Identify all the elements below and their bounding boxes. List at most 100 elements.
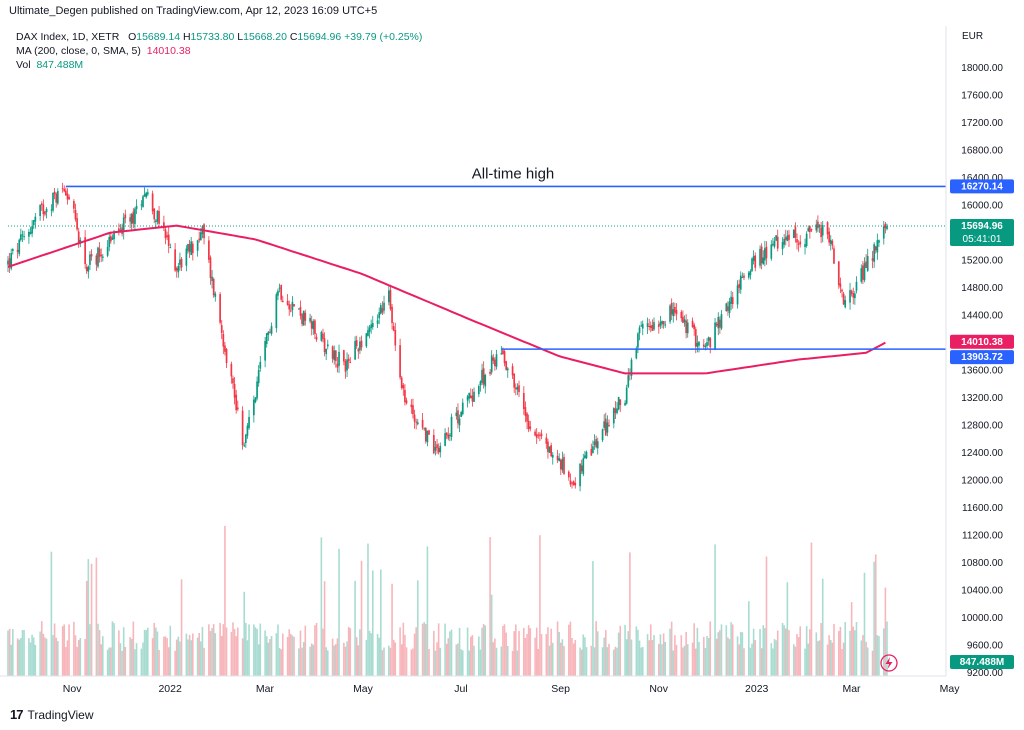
volume-bar bbox=[415, 627, 417, 676]
price-tick-label: 17600.00 bbox=[961, 91, 1003, 102]
candle-body bbox=[89, 254, 91, 265]
candle-body bbox=[616, 408, 618, 414]
volume-bar bbox=[728, 639, 731, 676]
support-price-badge: 13903.72 bbox=[950, 350, 1014, 365]
candle-body bbox=[45, 208, 48, 213]
volume-bar bbox=[298, 648, 300, 676]
volume-bar bbox=[134, 649, 136, 676]
volume-bar bbox=[95, 557, 98, 676]
candle-body bbox=[378, 312, 381, 319]
volume-bar bbox=[547, 627, 549, 676]
candle-body bbox=[511, 366, 514, 376]
candle-body bbox=[421, 419, 424, 428]
volume-bar bbox=[717, 632, 720, 676]
volume-bar bbox=[682, 647, 684, 676]
volume-bar bbox=[860, 640, 863, 676]
volume-bar bbox=[784, 628, 787, 676]
candle-body bbox=[548, 446, 551, 453]
candle-body bbox=[752, 256, 755, 261]
candle-body bbox=[833, 248, 835, 264]
ma200-line bbox=[7, 224, 886, 375]
last-price-text: 15694.96 bbox=[961, 221, 1003, 232]
volume-bar bbox=[760, 648, 763, 676]
price-tick-label: 12400.00 bbox=[961, 448, 1003, 459]
candle-body bbox=[63, 188, 66, 192]
volume-bar bbox=[839, 626, 842, 676]
lightning-icon[interactable] bbox=[880, 654, 898, 672]
candle-body bbox=[730, 296, 732, 304]
candle-body bbox=[556, 455, 559, 461]
candle-body bbox=[355, 340, 358, 347]
volume-bar bbox=[413, 633, 416, 676]
candle-body bbox=[439, 445, 442, 453]
open-label: O bbox=[128, 31, 137, 43]
candle-body bbox=[400, 377, 403, 388]
volume-bar bbox=[850, 602, 853, 676]
candle-body bbox=[135, 205, 138, 210]
candle-body bbox=[874, 246, 877, 251]
candle-body bbox=[322, 333, 324, 339]
volume-bar bbox=[748, 601, 750, 676]
candle-body bbox=[381, 308, 384, 313]
volume-bar bbox=[74, 635, 77, 676]
volume-bar bbox=[479, 649, 482, 676]
volume-bar bbox=[516, 650, 519, 676]
volume-bar bbox=[7, 630, 9, 676]
candle-body bbox=[471, 395, 474, 402]
volume-bar bbox=[304, 625, 307, 676]
volume-bar bbox=[518, 631, 520, 676]
candle-body bbox=[450, 416, 453, 437]
volume-bar bbox=[211, 628, 213, 676]
footer-brand[interactable]: 17 TradingView bbox=[10, 707, 94, 722]
ma-legend-row[interactable]: MA (200, close, 0, SMA, 5) 14010.38 bbox=[16, 44, 422, 58]
time-axis[interactable]: Nov 2022 Mar May Jul Sep Nov 2023 Mar May bbox=[63, 683, 960, 695]
volume-bar bbox=[34, 644, 37, 676]
candle-body bbox=[100, 254, 103, 257]
candle-body bbox=[775, 235, 777, 241]
candle-body bbox=[489, 371, 491, 374]
volume-bar bbox=[561, 639, 564, 676]
symbol-legend-row[interactable]: DAX Index, 1D, XETR O15689.14 H15733.80 … bbox=[16, 30, 422, 44]
candle-body bbox=[31, 226, 33, 234]
candle-body bbox=[659, 322, 662, 326]
candle-body bbox=[522, 393, 525, 409]
candle-body bbox=[333, 350, 336, 361]
candle-body bbox=[391, 306, 393, 324]
candle-body bbox=[686, 322, 689, 334]
candle-body bbox=[10, 253, 13, 269]
candle-body bbox=[151, 193, 154, 212]
volume-legend-row[interactable]: Vol 847.488M bbox=[16, 58, 422, 72]
candle-body bbox=[529, 426, 532, 429]
candle-body bbox=[704, 345, 707, 347]
candle-body bbox=[357, 349, 360, 352]
volume-bar bbox=[596, 631, 599, 676]
volume-bar bbox=[421, 623, 424, 676]
volume-bar bbox=[447, 638, 450, 676]
candle-body bbox=[731, 297, 734, 304]
candle-body bbox=[736, 285, 739, 305]
candle-body bbox=[158, 210, 160, 224]
ath-annotation[interactable]: All-time high bbox=[472, 165, 555, 182]
volume-bar bbox=[640, 647, 642, 676]
candle-body bbox=[540, 433, 543, 437]
candle-body bbox=[253, 399, 255, 416]
volume-bar bbox=[378, 637, 381, 676]
candle-body bbox=[828, 231, 830, 243]
volume-bar bbox=[703, 636, 705, 676]
candle-body bbox=[214, 293, 217, 297]
candle-body bbox=[500, 353, 503, 355]
countdown-text: 05:41:01 bbox=[963, 234, 1002, 245]
volume-badge: 847.488M bbox=[950, 655, 1014, 669]
volume-bar bbox=[290, 633, 292, 676]
price-tick-label: 9600.00 bbox=[967, 641, 1004, 652]
volume-bar bbox=[624, 624, 626, 676]
volume-bar bbox=[344, 646, 347, 676]
tradingview-logo-icon: 17 bbox=[10, 707, 24, 722]
candle-body bbox=[477, 386, 480, 395]
ma-value: 14010.38 bbox=[146, 45, 191, 57]
volume-bar bbox=[140, 648, 143, 676]
volume-bar bbox=[147, 627, 149, 676]
volume-bar bbox=[603, 637, 605, 676]
candle-body bbox=[119, 229, 122, 231]
